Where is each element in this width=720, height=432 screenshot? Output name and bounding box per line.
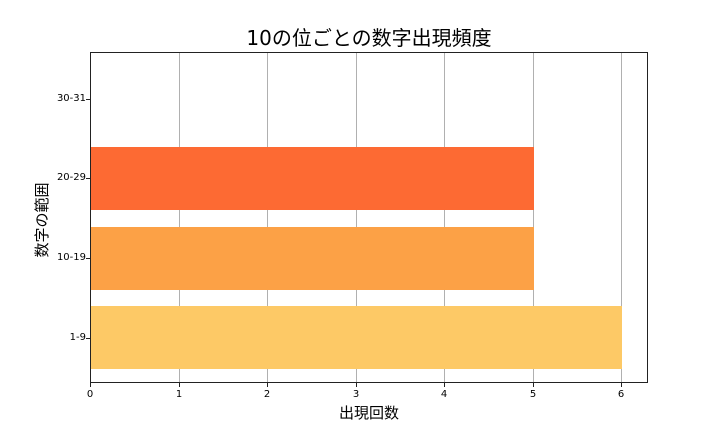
gridline-x-2 [267,53,268,382]
gridline-x-6 [621,53,622,382]
gridline-x-5 [533,53,534,382]
ytick-mark [86,99,90,100]
xtick-mark [444,383,445,387]
x-axis-label: 出現回数 [338,404,399,422]
xtick-label: 5 [529,389,537,400]
plot-area [90,52,648,383]
ytick-label: 30-31 [56,93,86,104]
xtick-mark [533,383,534,387]
xtick-label: 6 [617,389,625,400]
ytick-label: 1-9 [69,332,86,343]
xtick-label: 1 [175,389,183,400]
xtick-label: 3 [352,389,360,400]
xtick-mark [267,383,268,387]
xtick-mark [621,383,622,387]
ytick-mark [86,258,90,259]
xtick-label: 2 [263,389,271,400]
ytick-mark [86,338,90,339]
bar-1-9 [91,306,622,369]
xtick-mark [90,383,91,387]
xtick-label: 4 [440,389,448,400]
xtick-mark [179,383,180,387]
chart-title: 10の位ごとの数字出現頻度 [246,26,492,50]
xtick-label: 0 [86,389,94,400]
gridline-x-3 [356,53,357,382]
y-axis-label: 数字の範囲 [33,182,51,258]
ytick-label: 20-29 [56,172,86,183]
bar-20-29 [91,147,534,210]
gridline-x-4 [444,53,445,382]
bar-10-19 [91,227,534,290]
xtick-mark [356,383,357,387]
ytick-label: 10-19 [56,252,86,263]
gridline-x-1 [179,53,180,382]
ytick-mark [86,178,90,179]
